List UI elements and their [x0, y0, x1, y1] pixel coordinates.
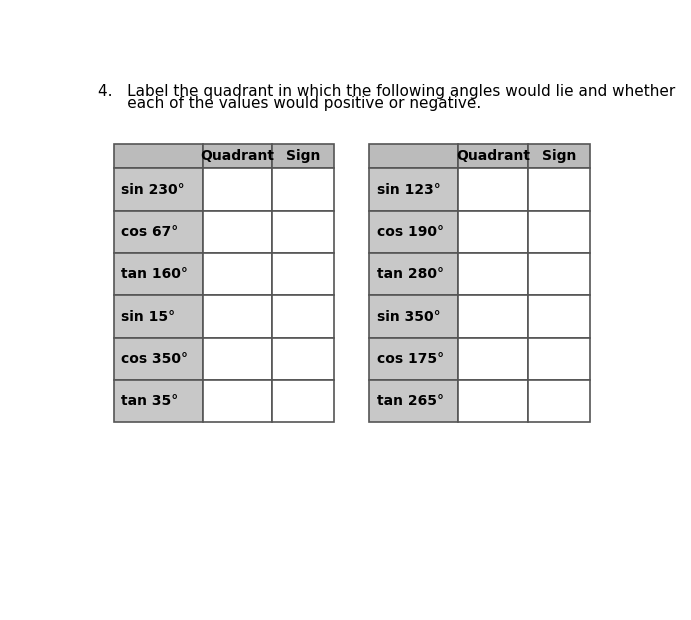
Bar: [202, 380, 272, 422]
Text: sin 350°: sin 350°: [377, 309, 441, 324]
Bar: [272, 211, 334, 253]
Bar: [458, 144, 528, 169]
Bar: [369, 380, 458, 422]
Text: sin 15°: sin 15°: [121, 309, 176, 324]
Text: Sign: Sign: [286, 149, 321, 163]
Bar: [528, 169, 590, 211]
Bar: [528, 380, 590, 422]
Text: Quadrant: Quadrant: [456, 149, 530, 163]
Bar: [458, 380, 528, 422]
Bar: [113, 169, 202, 211]
Text: tan 160°: tan 160°: [121, 267, 188, 281]
Bar: [369, 295, 458, 338]
Bar: [458, 253, 528, 295]
Bar: [369, 338, 458, 380]
Bar: [458, 295, 528, 338]
Text: sin 230°: sin 230°: [121, 182, 185, 197]
Bar: [202, 253, 272, 295]
Bar: [272, 144, 334, 169]
Text: tan 35°: tan 35°: [121, 394, 178, 408]
Text: tan 280°: tan 280°: [377, 267, 444, 281]
Bar: [202, 295, 272, 338]
Text: cos 190°: cos 190°: [377, 225, 444, 239]
Bar: [113, 295, 202, 338]
Bar: [528, 295, 590, 338]
Bar: [272, 295, 334, 338]
Bar: [272, 253, 334, 295]
Bar: [113, 144, 202, 169]
Bar: [528, 144, 590, 169]
Bar: [458, 211, 528, 253]
Text: cos 67°: cos 67°: [121, 225, 178, 239]
Bar: [113, 380, 202, 422]
Text: tan 265°: tan 265°: [377, 394, 444, 408]
Bar: [202, 338, 272, 380]
Bar: [528, 253, 590, 295]
Text: 4.   Label the quadrant in which the following angles would lie and whether: 4. Label the quadrant in which the follo…: [98, 84, 675, 99]
Bar: [369, 211, 458, 253]
Bar: [202, 211, 272, 253]
Bar: [369, 169, 458, 211]
Bar: [458, 169, 528, 211]
Text: cos 175°: cos 175°: [377, 352, 444, 366]
Bar: [272, 380, 334, 422]
Bar: [369, 144, 458, 169]
Bar: [113, 253, 202, 295]
Bar: [113, 211, 202, 253]
Text: Sign: Sign: [542, 149, 576, 163]
Bar: [369, 253, 458, 295]
Text: sin 123°: sin 123°: [377, 182, 441, 197]
Text: cos 350°: cos 350°: [121, 352, 188, 366]
Text: Quadrant: Quadrant: [200, 149, 274, 163]
Bar: [528, 338, 590, 380]
Bar: [202, 169, 272, 211]
Bar: [272, 338, 334, 380]
Bar: [272, 169, 334, 211]
Bar: [202, 144, 272, 169]
Bar: [458, 338, 528, 380]
Bar: [528, 211, 590, 253]
Text: each of the values would positive or negative.: each of the values would positive or neg…: [98, 96, 481, 111]
Bar: [113, 338, 202, 380]
